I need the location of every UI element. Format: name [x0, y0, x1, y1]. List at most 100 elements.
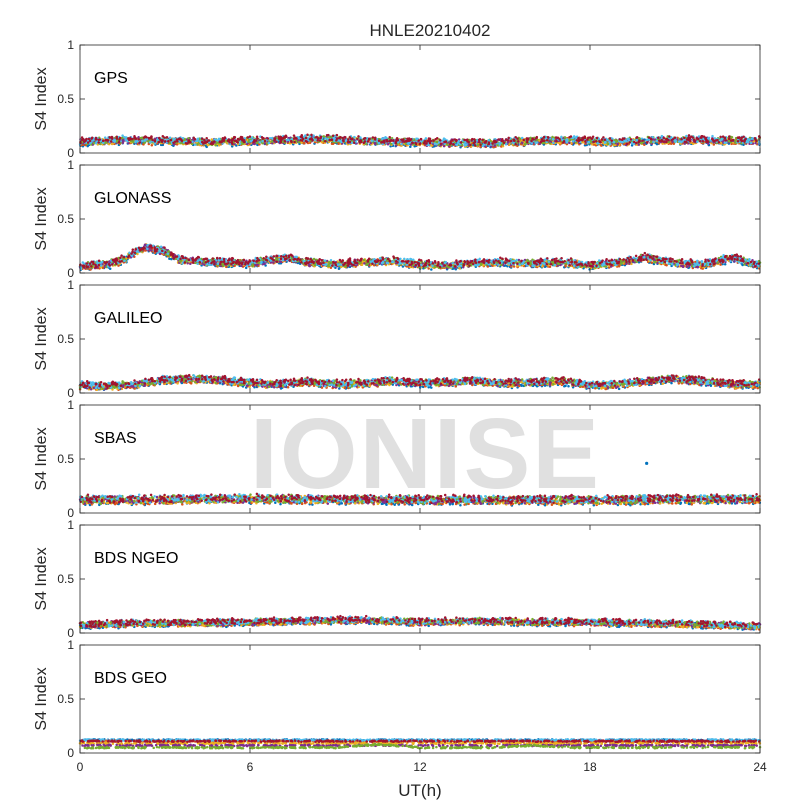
data-point — [606, 138, 609, 142]
data-point — [319, 136, 322, 140]
data-point — [429, 139, 433, 143]
data-point — [569, 135, 573, 138]
data-point — [109, 140, 113, 143]
data-point — [327, 133, 330, 137]
data-point — [388, 139, 392, 143]
data-point — [717, 140, 721, 144]
data-point — [481, 138, 484, 141]
data-point — [422, 141, 426, 145]
data-point — [230, 145, 234, 148]
data-point — [674, 140, 677, 143]
data-point — [157, 140, 161, 144]
data-point — [168, 136, 172, 140]
data-point — [299, 135, 303, 139]
data-point — [299, 139, 302, 142]
data-point — [144, 135, 147, 138]
data-point — [103, 136, 107, 139]
data-point — [465, 139, 468, 142]
data-point — [712, 139, 716, 143]
data-point — [473, 144, 477, 147]
data-point — [656, 136, 660, 140]
data-point — [283, 139, 287, 143]
data-point — [261, 137, 265, 140]
data-point — [515, 264, 519, 268]
data-point — [304, 139, 308, 143]
data-point — [248, 135, 252, 138]
data-point — [240, 137, 244, 141]
data-point — [289, 139, 293, 143]
data-point — [371, 136, 375, 139]
data-point — [108, 267, 112, 270]
data-point — [548, 142, 552, 145]
data-point — [432, 139, 435, 142]
data-point — [469, 143, 472, 147]
data-point — [404, 139, 408, 143]
data-point — [221, 139, 224, 142]
data-point — [233, 135, 237, 139]
data-point — [419, 137, 423, 141]
data-point — [608, 137, 612, 140]
data-point — [204, 140, 207, 143]
data-point — [590, 137, 594, 140]
data-point — [263, 142, 267, 145]
data-point — [545, 138, 549, 142]
data-point — [594, 140, 598, 143]
data-point — [418, 142, 422, 145]
data-point — [415, 137, 418, 141]
data-point — [328, 138, 331, 142]
data-point — [473, 140, 477, 144]
data-point — [635, 136, 639, 139]
data-point — [446, 143, 449, 146]
data-point — [292, 134, 296, 137]
data-point — [294, 136, 297, 139]
data-point — [163, 140, 167, 143]
data-point — [629, 138, 633, 141]
data-point — [723, 141, 727, 145]
data-point — [691, 142, 695, 145]
data-point — [720, 138, 723, 141]
data-point — [687, 139, 691, 142]
data-point — [678, 140, 681, 143]
data-point — [144, 138, 148, 141]
data-point — [504, 142, 508, 146]
data-point — [357, 135, 360, 138]
data-point — [244, 266, 248, 270]
data-point — [223, 136, 227, 140]
data-point — [335, 133, 339, 137]
data-point — [554, 136, 558, 139]
data-point — [346, 140, 350, 144]
data-point — [254, 139, 258, 142]
data-point — [740, 136, 744, 139]
data-point — [108, 136, 111, 139]
data-point — [150, 144, 154, 147]
data-point — [662, 140, 666, 143]
data-point — [546, 135, 550, 139]
data-point — [571, 140, 575, 143]
data-point — [218, 140, 222, 144]
data-point — [730, 136, 734, 139]
data-point — [452, 143, 455, 146]
data-point — [215, 138, 218, 142]
data-point — [442, 144, 446, 148]
data-point — [362, 137, 366, 140]
data-point — [356, 137, 359, 141]
data-point — [385, 138, 389, 142]
data-point — [214, 143, 217, 147]
data-point — [491, 142, 494, 145]
data-point — [261, 140, 264, 143]
data-point — [719, 263, 722, 266]
data-point — [555, 139, 558, 143]
data-point — [602, 136, 605, 139]
data-point — [306, 133, 309, 137]
data-point — [649, 138, 653, 141]
data-point — [660, 134, 664, 138]
data-point — [301, 137, 305, 141]
data-point — [273, 137, 276, 141]
data-point — [275, 140, 278, 144]
data-point — [662, 136, 666, 140]
data-point — [671, 137, 675, 141]
data-point — [267, 141, 271, 145]
data-point — [347, 138, 350, 141]
